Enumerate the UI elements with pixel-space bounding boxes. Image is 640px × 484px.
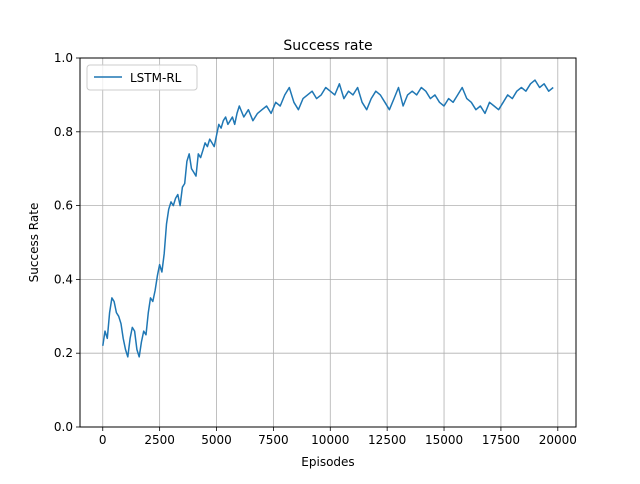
y-tick-label: 0.0 (54, 420, 73, 434)
x-tick-label: 0 (99, 433, 107, 447)
y-tick-label: 0.2 (54, 346, 73, 360)
x-tick-label: 5000 (201, 433, 232, 447)
chart-title: Success rate (283, 38, 372, 54)
series-layer (102, 79, 554, 358)
y-tick-label: 0.8 (54, 125, 73, 139)
plot-frame (79, 57, 577, 428)
x-tick-label: 15000 (425, 433, 463, 447)
x-tick-label: 7500 (258, 433, 289, 447)
x-tick-label: 12500 (368, 433, 406, 447)
x-axis-ticks: 0 2500 5000 7500 10000 12500 15000 17500 20000 (99, 427, 577, 447)
legend-label-lstm-rl: LSTM-RL (130, 71, 182, 85)
y-axis-label: Success Rate (27, 203, 41, 283)
y-tick-label: 0.4 (54, 272, 73, 286)
x-tick-label: 2500 (144, 433, 175, 447)
y-axis-ticks: 0.0 0.2 0.4 0.6 0.8 1.0 (54, 51, 80, 434)
y-tick-label: 1.0 (54, 51, 73, 65)
y-tick-label: 0.6 (54, 199, 73, 213)
x-tick-label: 20000 (539, 433, 577, 447)
x-tick-label: 17500 (482, 433, 520, 447)
x-tick-label: 10000 (311, 433, 349, 447)
x-axis-label: Episodes (301, 455, 354, 469)
series-line-lstm-rl (102, 79, 554, 358)
legend-box (86, 64, 198, 91)
legend: LSTM-RL (86, 64, 198, 91)
